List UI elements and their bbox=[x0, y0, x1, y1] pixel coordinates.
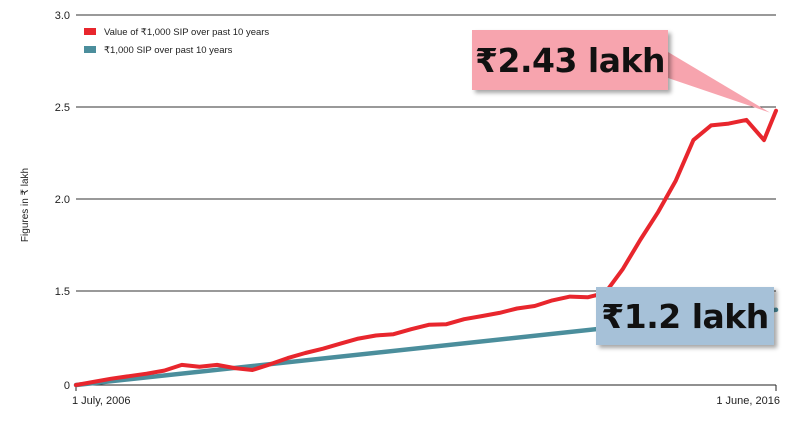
series-line-0 bbox=[74, 108, 778, 387]
y-tick-3: 2.5 bbox=[55, 102, 70, 114]
x-tick-start: 1 July, 2006 bbox=[72, 395, 131, 407]
callout-sip-invested: ₹1.2 lakh bbox=[596, 287, 774, 345]
x-tick-end: 1 June, 2016 bbox=[716, 395, 780, 407]
callout-pointers bbox=[668, 52, 772, 314]
y-tick-4: 3.0 bbox=[55, 10, 70, 22]
y-tick-0: 0 bbox=[64, 380, 70, 392]
legend: Value of ₹1,000 SIP over past 10 years ₹… bbox=[84, 27, 269, 56]
y-tick-2: 2.0 bbox=[55, 194, 70, 206]
y-axis-label: Figures in ₹ lakh bbox=[20, 168, 31, 242]
legend-swatch-teal bbox=[84, 46, 96, 53]
legend-label-sip-invested: ₹1,000 SIP over past 10 years bbox=[104, 45, 233, 56]
x-axis bbox=[75, 384, 777, 391]
legend-swatch-red bbox=[84, 28, 96, 35]
callout-sip-value: ₹2.43 lakh bbox=[472, 30, 668, 90]
y-tick-1: 1.5 bbox=[55, 286, 70, 298]
pointer-red bbox=[668, 52, 770, 113]
y-tick-labels: 0 1.5 2.0 2.5 3.0 bbox=[55, 10, 70, 392]
legend-label-sip-value: Value of ₹1,000 SIP over past 10 years bbox=[104, 27, 269, 38]
